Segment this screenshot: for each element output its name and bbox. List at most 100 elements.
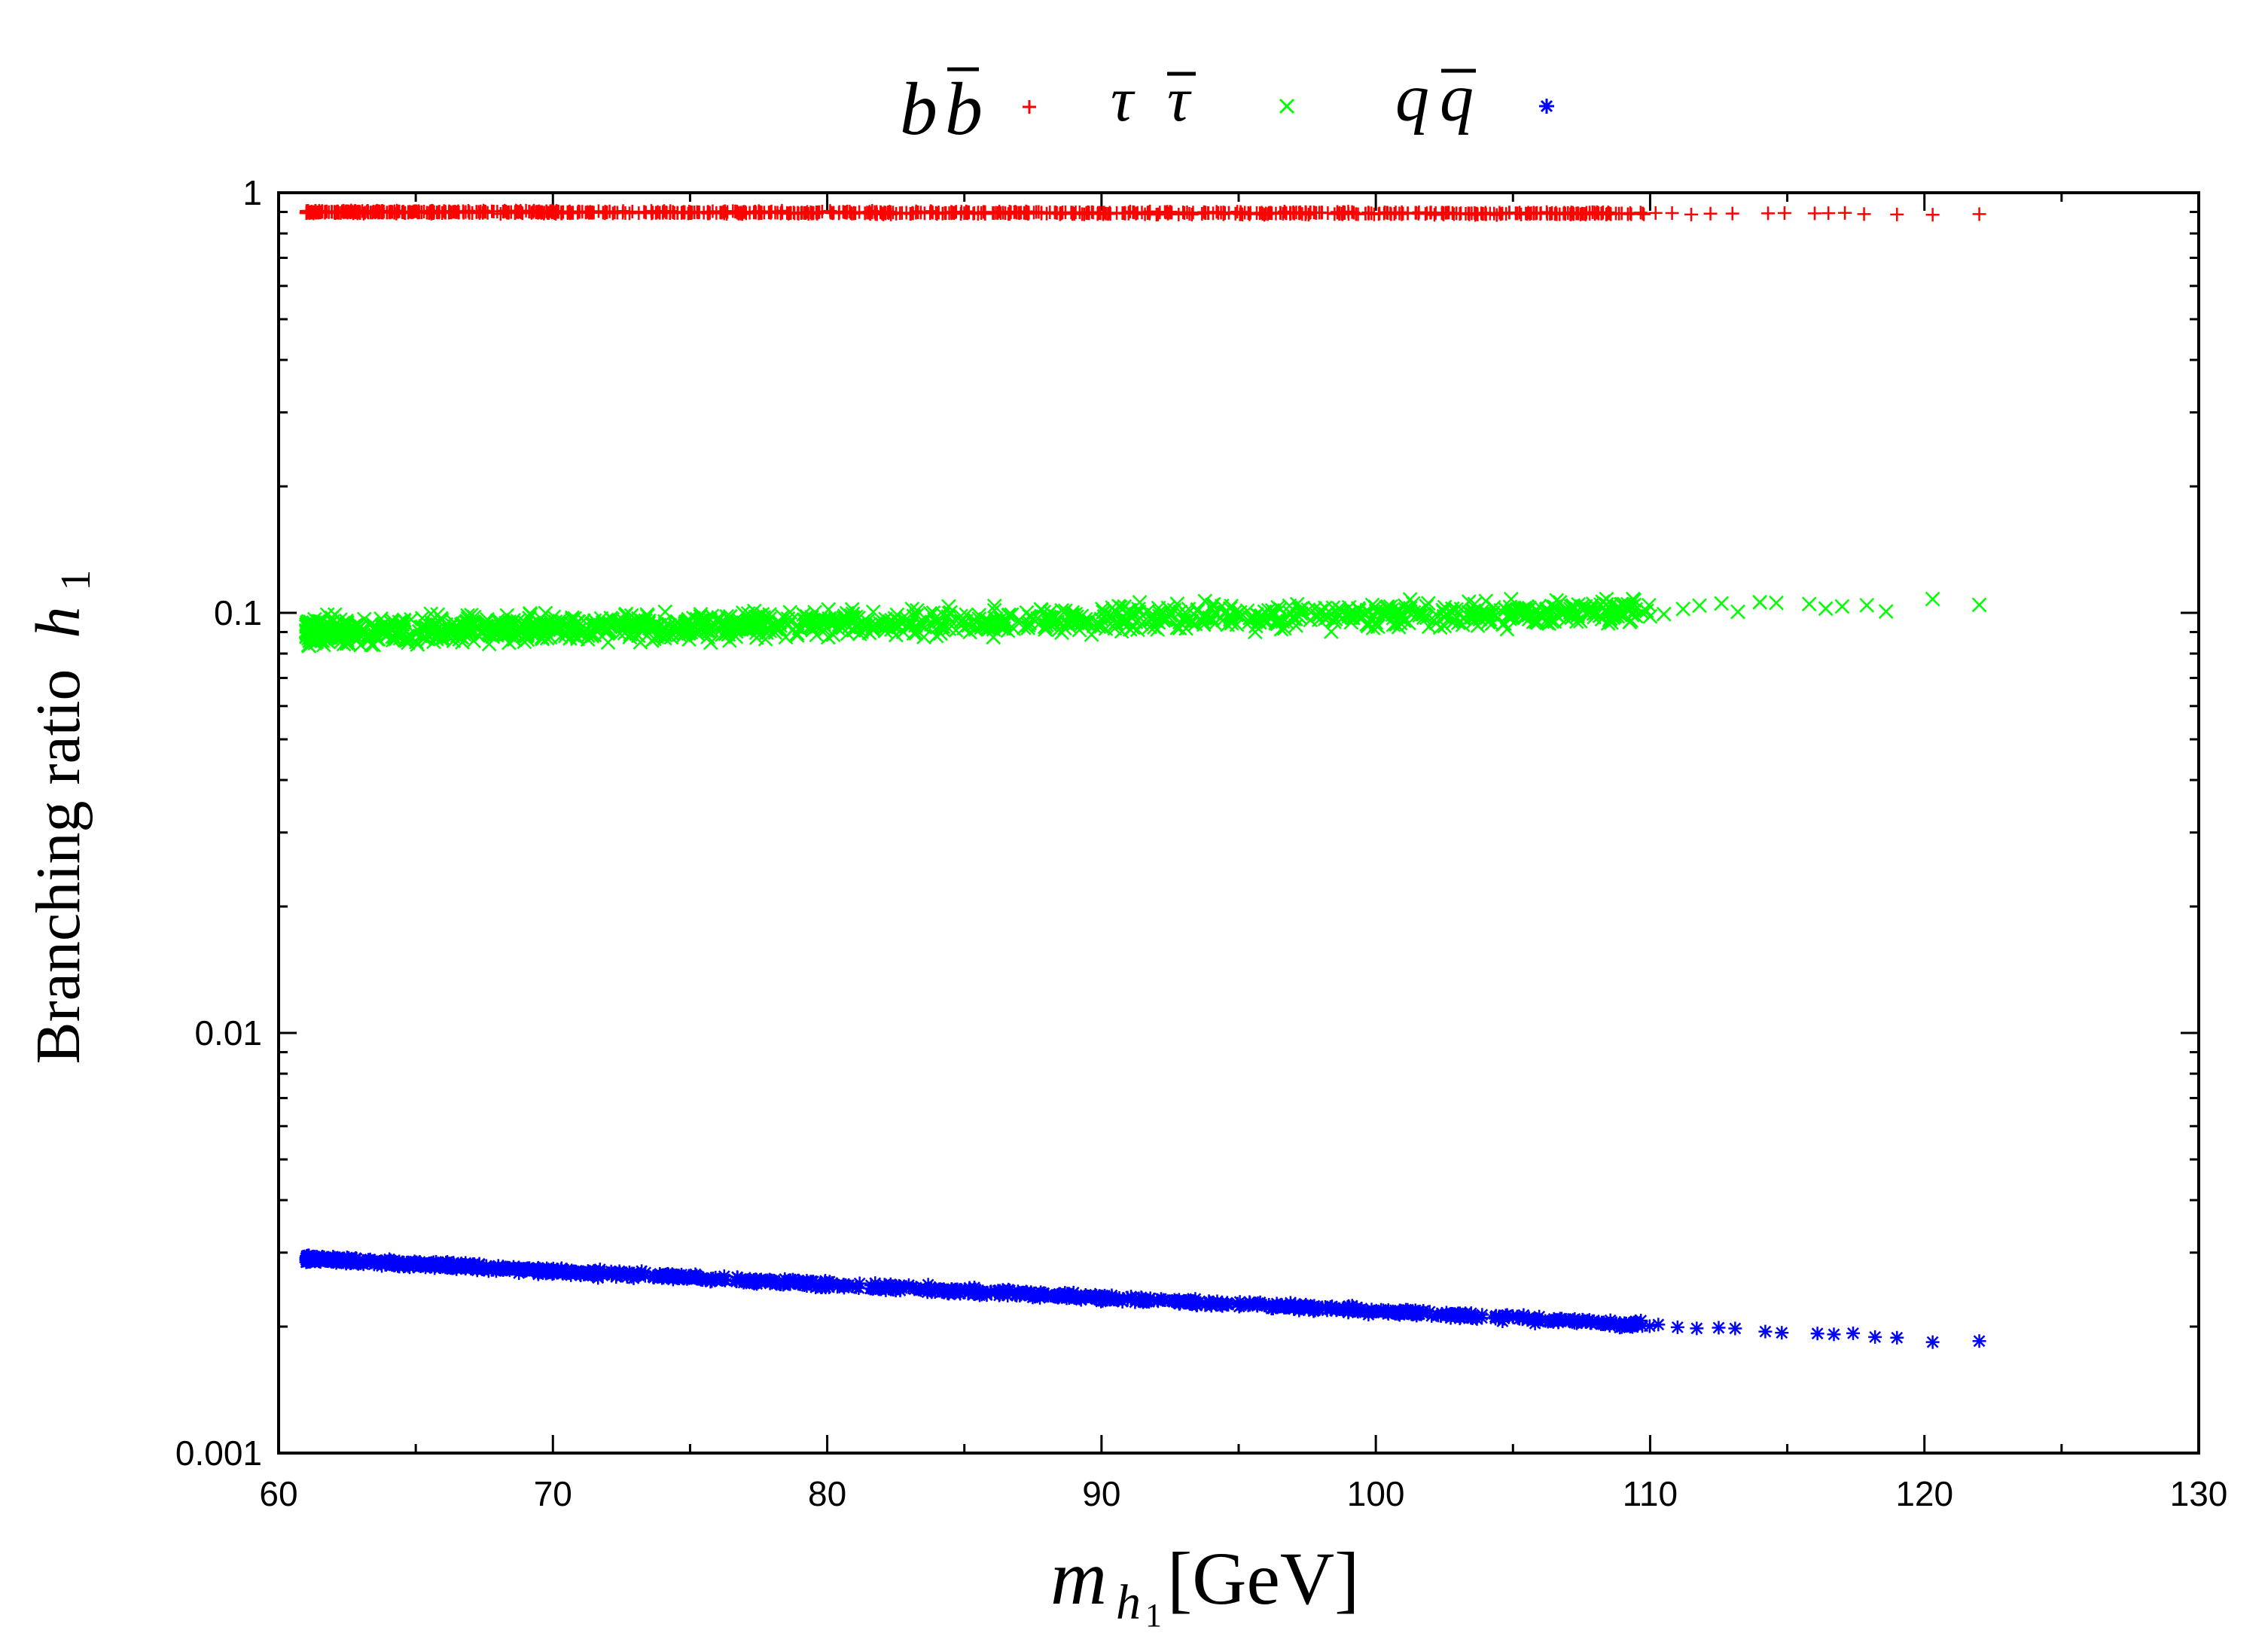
data-point	[508, 205, 523, 219]
data-point	[1434, 206, 1449, 221]
data-point	[647, 1269, 661, 1283]
x-tick-label: 110	[1623, 1474, 1678, 1513]
data-point	[604, 1264, 618, 1278]
data-point	[1151, 207, 1165, 221]
data-point	[889, 1281, 903, 1296]
data-point	[992, 204, 1007, 218]
data-point	[809, 206, 824, 220]
data-point	[456, 206, 471, 220]
data-point	[930, 206, 944, 221]
data-point	[1684, 207, 1699, 221]
y-tick-label: 0.01	[194, 1013, 262, 1053]
data-point	[337, 204, 351, 218]
data-point	[520, 1261, 534, 1275]
data-point	[1808, 206, 1821, 221]
data-point	[639, 206, 653, 220]
data-point	[1637, 207, 1651, 221]
data-point	[925, 605, 941, 620]
data-point	[1163, 205, 1178, 219]
data-point	[1216, 206, 1230, 220]
data-point	[1121, 206, 1136, 220]
data-point	[684, 1271, 698, 1285]
y-axis-label: Branching ratio h 1	[23, 570, 99, 1065]
data-point	[973, 1284, 987, 1299]
data-point	[1416, 610, 1431, 626]
data-point	[625, 205, 639, 219]
data-point	[1332, 207, 1346, 221]
y-tick-label: 0.1	[214, 593, 262, 632]
data-point	[1065, 206, 1080, 221]
data-point	[793, 1275, 807, 1289]
data-point	[1821, 206, 1836, 221]
data-point	[1712, 1321, 1726, 1335]
data-point	[1651, 1318, 1666, 1332]
data-point	[1532, 1309, 1547, 1324]
data-point	[665, 1267, 679, 1281]
data-point	[1503, 591, 1519, 607]
data-point	[308, 1254, 322, 1268]
data-points	[298, 203, 1987, 1349]
data-point	[1437, 207, 1451, 221]
data-point	[950, 1284, 964, 1299]
data-point	[1827, 1327, 1841, 1342]
data-point	[1081, 1290, 1096, 1304]
x-tick-label: 80	[808, 1474, 846, 1513]
data-point	[1298, 207, 1312, 221]
data-point	[1377, 206, 1392, 221]
data-point	[610, 206, 624, 220]
data-point	[470, 1263, 484, 1278]
data-point	[1189, 1295, 1203, 1309]
data-point	[1138, 207, 1152, 221]
data-point	[659, 206, 673, 220]
data-point	[299, 206, 313, 221]
legend: b b τ τ q q	[900, 61, 1554, 151]
data-point	[899, 1280, 913, 1294]
data-point	[832, 205, 846, 219]
data-point	[1358, 206, 1373, 221]
x-tick-label: 120	[1895, 1474, 1953, 1513]
data-point	[1846, 1326, 1860, 1340]
data-point	[1690, 1321, 1704, 1336]
data-point	[1141, 206, 1155, 220]
data-point	[585, 206, 599, 220]
data-point	[1037, 1286, 1051, 1300]
data-point	[1312, 206, 1327, 220]
data-point	[1467, 1309, 1481, 1324]
data-point	[1526, 206, 1541, 221]
data-point	[1775, 1326, 1789, 1340]
data-point	[1283, 206, 1297, 220]
data-point	[1184, 207, 1199, 221]
x-tick-label: 60	[259, 1474, 297, 1513]
data-point	[550, 205, 565, 219]
svg-text:h: h	[1116, 1575, 1141, 1630]
data-point	[942, 206, 956, 221]
data-point	[837, 1278, 851, 1292]
data-point	[372, 205, 386, 219]
data-point	[1868, 1330, 1882, 1344]
data-point	[1143, 1291, 1157, 1305]
data-point	[1294, 1301, 1308, 1315]
data-point	[1101, 207, 1115, 221]
data-point	[923, 206, 937, 220]
data-point	[1220, 1296, 1234, 1310]
data-point	[1343, 1300, 1357, 1315]
data-point	[899, 206, 913, 220]
data-point	[1972, 207, 1986, 221]
legend-marker-qq	[1539, 99, 1554, 114]
svg-text:b: b	[900, 67, 937, 151]
data-point	[752, 206, 767, 221]
data-point	[986, 598, 1002, 614]
data-point	[1857, 207, 1871, 221]
data-point	[1551, 1315, 1565, 1330]
data-point	[324, 1254, 338, 1269]
data-point	[419, 1257, 434, 1271]
data-point	[1703, 206, 1718, 221]
data-point	[1007, 205, 1021, 219]
data-point	[1596, 1317, 1610, 1331]
data-point	[684, 206, 699, 220]
data-point	[437, 204, 451, 218]
data-point	[622, 206, 636, 221]
x-tick-label: 70	[534, 1474, 572, 1513]
data-point	[1022, 206, 1036, 220]
data-point	[1925, 208, 1940, 222]
